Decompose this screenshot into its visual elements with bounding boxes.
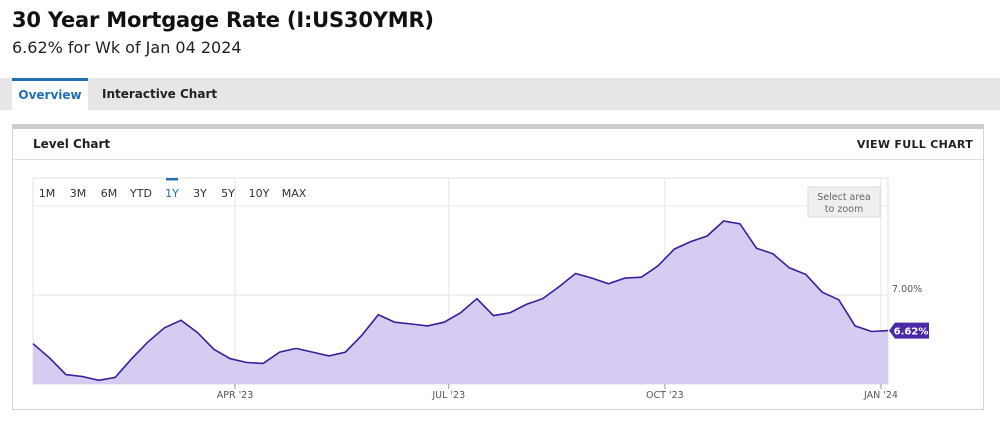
range-button-1m[interactable]: 1M [39,187,56,200]
series-area [33,221,888,384]
page-subtitle: 6.62% for Wk of Jan 04 2024 [12,38,242,57]
range-button-ytd[interactable]: YTD [129,187,152,200]
zoom-hint-line-2: to zoom [825,204,863,215]
panel-title: Level Chart [33,137,111,151]
x-tick-label: OCT '23 [646,390,684,401]
view-full-chart-link[interactable]: VIEW FULL CHART [856,138,973,151]
x-tick-label: APR '23 [217,390,254,401]
range-button-3y[interactable]: 3Y [193,187,207,200]
x-tick-label: JUL '23 [431,390,465,401]
active-range-indicator [166,178,178,181]
y-tick-label: 7.00% [892,284,922,295]
range-button-1y[interactable]: 1Y [165,187,179,200]
range-button-10y[interactable]: 10Y [249,187,270,200]
x-tick-label: JAN '24 [863,390,898,401]
panel-header: Level Chart VIEW FULL CHART [13,129,983,160]
tab-bar: Overview Interactive Chart [0,78,1000,110]
tab-overview[interactable]: Overview [12,78,88,110]
zoom-hint-line-1: Select area [817,192,871,203]
range-button-6m[interactable]: 6M [101,187,118,200]
last-value-label: 6.62% [894,326,929,337]
range-button-3m[interactable]: 3M [70,187,87,200]
page-title: 30 Year Mortgage Rate (I:US30YMR) [12,8,434,32]
tab-interactive-chart[interactable]: Interactive Chart [102,87,218,101]
range-button-5y[interactable]: 5Y [221,187,235,200]
last-value-badge [889,322,929,339]
zoom-hint-box: Select area to zoom [807,186,881,218]
range-button-max[interactable]: MAX [282,187,307,200]
